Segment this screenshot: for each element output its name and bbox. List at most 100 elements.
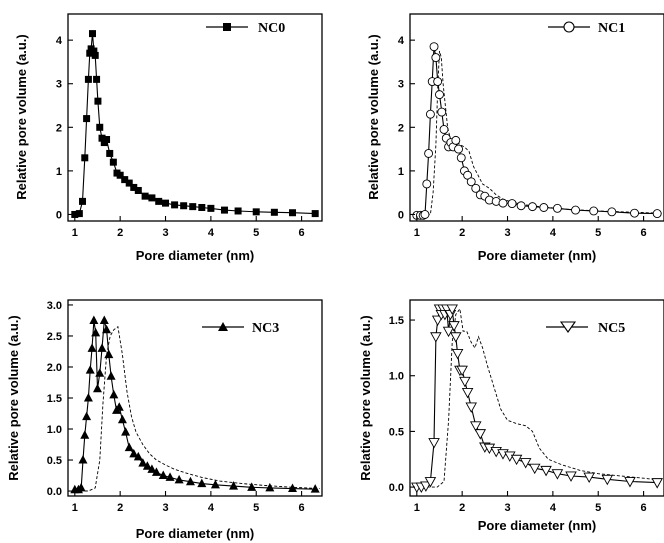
y-tick-label: 4 (398, 35, 405, 47)
data-point (310, 484, 320, 493)
data-point (651, 478, 663, 489)
legend: NC1 (548, 21, 625, 36)
x-axis-label: Pore diameter (nm) (136, 526, 254, 541)
data-point (198, 203, 206, 211)
legend-label-nc1: NC1 (598, 21, 625, 36)
x-tick-label: 6 (641, 502, 647, 514)
x-tick-label: 4 (550, 227, 557, 239)
data-point (459, 376, 471, 388)
marks-layer (70, 315, 320, 494)
data-point (270, 208, 278, 216)
legend-label-nc5: NC5 (598, 321, 625, 336)
data-point (431, 53, 441, 63)
data-point (116, 171, 124, 179)
x-tick-label: 5 (253, 502, 259, 514)
x-axis-label: Pore diameter (nm) (136, 248, 254, 263)
x-tick-label: 3 (504, 502, 510, 514)
data-point (71, 210, 79, 218)
data-point (148, 194, 156, 202)
data-point (75, 210, 83, 218)
x-tick-label: 6 (299, 502, 305, 514)
data-point (450, 332, 462, 343)
y-axis-label: Relative pore volume (a.u.) (6, 315, 21, 480)
legend-marker-triangle (218, 322, 228, 331)
data-point (79, 197, 87, 205)
plot-frame (409, 299, 664, 497)
data-point (461, 387, 474, 399)
data-point (474, 429, 487, 440)
data-point (470, 421, 482, 432)
y-tick-label: 3.0 (47, 300, 62, 312)
data-point (454, 144, 463, 154)
data-point (540, 465, 552, 477)
data-point (174, 474, 184, 484)
x-tick-label: 1 (414, 502, 420, 514)
data-point (565, 471, 577, 482)
data-point (134, 186, 142, 194)
y-tick-label: 0.5 (47, 455, 62, 467)
y-axis-label: Relative pore volume (a.u.) (366, 34, 381, 199)
data-point (571, 205, 581, 215)
data-point (424, 149, 434, 158)
data-point (180, 202, 188, 210)
y-tick-label: 4 (56, 35, 63, 47)
data-point (162, 199, 170, 207)
data-point (207, 204, 215, 212)
x-tick-label: 4 (208, 502, 215, 514)
data-point (607, 207, 617, 217)
data-point (142, 461, 152, 470)
y-axis-label: Relative pore volume (a.u.) (358, 315, 373, 480)
data-point (439, 125, 449, 134)
data-point (102, 324, 112, 334)
data-point (437, 107, 447, 117)
plot-frame (409, 13, 664, 222)
data-point (420, 210, 430, 219)
x-tick-label: 6 (299, 227, 305, 239)
x-tick-label: 1 (414, 227, 420, 239)
x-tick-label: 5 (595, 227, 601, 239)
data-point (114, 402, 124, 411)
data-point (96, 123, 104, 131)
data-point (442, 326, 455, 338)
data-point (498, 198, 508, 208)
data-point (465, 402, 477, 413)
data-point (90, 47, 98, 55)
legend: NC0 (206, 21, 285, 36)
data-point (528, 202, 537, 212)
data-point (94, 97, 102, 105)
y-tick-label: 1.5 (389, 315, 404, 327)
data-point (87, 343, 97, 352)
ticks-layer: 1 2 3 4 5 6 0.0 0.5 1.0 1.5 (389, 315, 647, 514)
chart-panel-nc3: 1 2 3 4 5 6 0.0 0.5 1.0 1.5 2.0 2.5 3.0 Pore diamete… (6, 299, 323, 541)
y-tick-label: 1 (56, 166, 62, 178)
data-point (138, 458, 148, 467)
data-point (252, 208, 260, 216)
data-point (165, 472, 175, 481)
x-tick-label: 2 (459, 227, 465, 239)
data-point (311, 210, 319, 218)
data-point (652, 209, 662, 219)
marks-layer (71, 30, 319, 218)
x-tick-label: 5 (253, 227, 259, 239)
x-tick-label: 3 (162, 502, 168, 514)
series-line-dashed (416, 50, 662, 216)
data-point (516, 201, 526, 211)
data-point (98, 134, 106, 142)
y-tick-label: 0.0 (47, 486, 62, 498)
legend-marker-square (223, 23, 231, 31)
data-point (133, 451, 143, 461)
data-point (288, 483, 298, 493)
data-point (448, 321, 460, 332)
data-point (158, 470, 168, 480)
x-tick-label: 2 (117, 502, 123, 514)
data-point (552, 203, 562, 213)
data-point (220, 206, 228, 214)
data-point (83, 393, 93, 402)
data-point (430, 332, 442, 343)
x-tick-label: 5 (595, 502, 601, 514)
legend-marker-circle (563, 21, 575, 33)
data-point (171, 201, 179, 209)
data-point (95, 368, 105, 377)
